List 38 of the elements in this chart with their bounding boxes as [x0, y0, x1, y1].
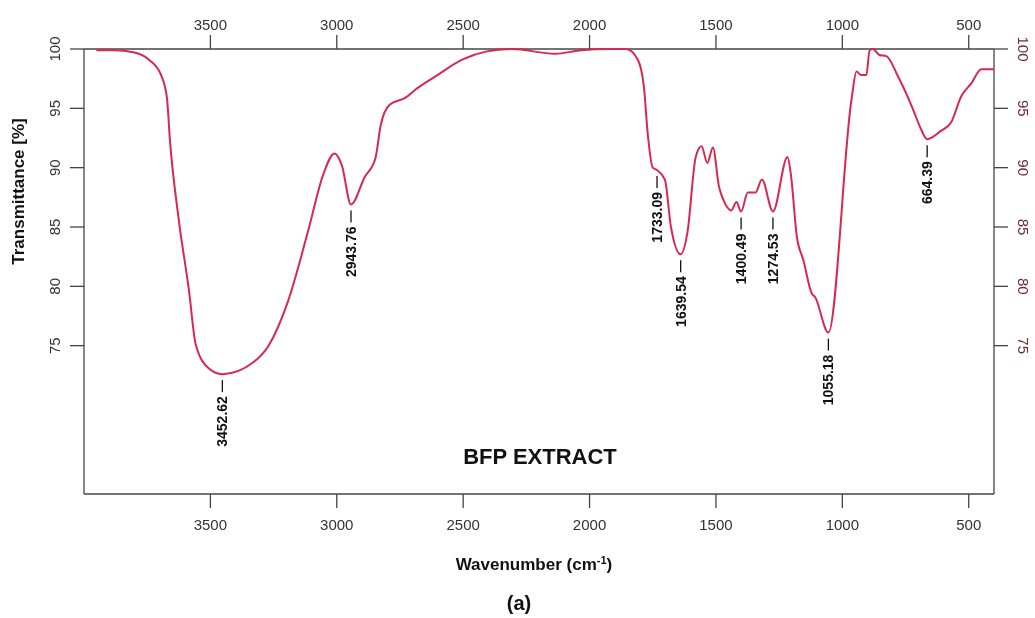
annotation: 3452.62	[214, 395, 231, 447]
y2-tick-label: 95	[1015, 99, 1032, 117]
x2-tick-label: 2000	[572, 516, 607, 533]
x2-tick-label: 3000	[320, 516, 354, 533]
annotation: 664.39	[919, 160, 936, 205]
y2-tick-label: 80	[1015, 277, 1032, 295]
y-tick-label: 95	[46, 99, 63, 117]
annotation: 1639.54	[672, 276, 689, 327]
y-tick-label: 75	[46, 337, 63, 355]
annotation: 1055.18	[820, 354, 837, 406]
x2-tick-label: 1000	[825, 516, 860, 533]
x2-tick-label: 2500	[446, 516, 480, 533]
annotation: 1733.09	[649, 191, 666, 243]
y2-tick-label: 90	[1015, 159, 1032, 177]
y-tick-label: 80	[46, 277, 63, 295]
y2-tick-label: 85	[1015, 218, 1032, 236]
y-tick-label: 90	[46, 159, 63, 177]
x2-tick-label: 3500	[193, 516, 228, 533]
x2-tick-label: 500	[956, 516, 982, 533]
x2-tick-label: 1500	[699, 516, 733, 533]
y2-tick-label: 100	[1015, 36, 1032, 62]
text: (a)	[506, 592, 532, 614]
y2-tick-label: 75	[1015, 337, 1032, 355]
x-tick-label: 1000	[825, 16, 860, 33]
y-tick-label: 85	[46, 218, 63, 236]
x-tick-label: 3500	[193, 16, 228, 33]
x-axis-title: Wavenumber (cm$^{-1}$)	[455, 554, 613, 574]
text: BFP EXTRACT	[463, 444, 618, 469]
x-tick-label: 2500	[446, 16, 480, 33]
x-tick-label: 500	[956, 16, 982, 33]
x-tick-label: 3000	[320, 16, 354, 33]
y-axis-title: Transmittance [%]	[9, 118, 28, 265]
x-tick-label: 1500	[699, 16, 733, 33]
x-tick-label: 2000	[572, 16, 607, 33]
annotation: 1274.53	[764, 233, 781, 285]
annotation: 2943.76	[342, 226, 359, 278]
y-tick-label: 100	[46, 36, 63, 62]
annotation: 1400.49	[733, 233, 750, 285]
